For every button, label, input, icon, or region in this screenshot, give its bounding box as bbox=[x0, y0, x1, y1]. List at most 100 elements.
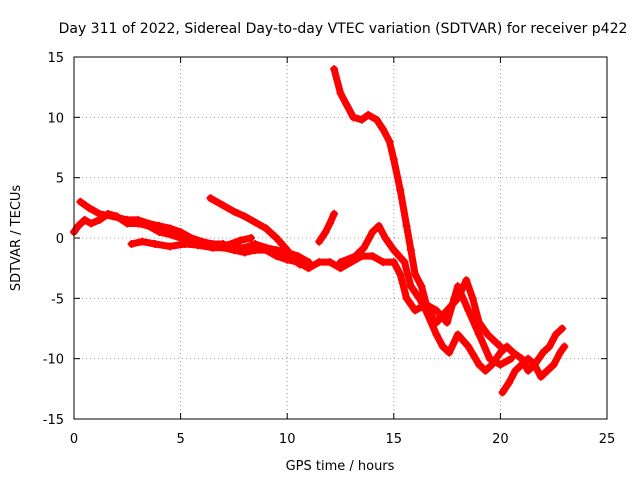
data-point bbox=[251, 240, 260, 249]
data-point bbox=[357, 115, 366, 124]
data-point bbox=[325, 258, 334, 267]
data-point bbox=[462, 276, 471, 285]
data-point bbox=[206, 194, 215, 203]
y-tick-labels: -15 -10 -5 0 5 10 15 bbox=[43, 51, 64, 428]
data-point bbox=[411, 306, 420, 315]
data-point bbox=[453, 294, 462, 303]
data-point bbox=[432, 306, 441, 315]
y-tick-label: 10 bbox=[47, 111, 64, 126]
x-tick-label: 15 bbox=[386, 432, 403, 447]
data-point bbox=[549, 360, 558, 369]
data-point bbox=[359, 243, 368, 252]
y-axis-label: SDTVAR / TECUs bbox=[9, 185, 24, 292]
data-point bbox=[208, 243, 217, 252]
data-point bbox=[502, 342, 511, 351]
data-point bbox=[180, 240, 189, 249]
data-point bbox=[524, 366, 533, 375]
data-point bbox=[336, 89, 345, 98]
x-tick-label: 5 bbox=[176, 432, 184, 447]
data-point bbox=[272, 246, 281, 255]
data-point bbox=[379, 258, 388, 267]
data-point bbox=[468, 294, 477, 303]
data-point bbox=[483, 330, 492, 339]
data-point bbox=[415, 294, 424, 303]
data-point bbox=[379, 125, 388, 134]
x-axis-label: GPS time / hours bbox=[286, 459, 395, 474]
y-tick-label: -10 bbox=[43, 353, 64, 368]
data-point bbox=[475, 330, 484, 339]
data-point bbox=[76, 197, 85, 206]
data-point bbox=[165, 242, 174, 251]
series-band bbox=[76, 198, 312, 266]
data-point bbox=[496, 348, 505, 357]
data-point bbox=[342, 255, 351, 264]
data-point bbox=[406, 246, 415, 255]
data-point bbox=[95, 209, 104, 218]
y-tick-label: 15 bbox=[47, 51, 64, 66]
data-point bbox=[155, 221, 164, 230]
data-point bbox=[87, 219, 96, 228]
data-point bbox=[556, 348, 565, 357]
data-point bbox=[251, 218, 260, 227]
data-point bbox=[330, 65, 339, 74]
data-point bbox=[464, 306, 473, 315]
data-point bbox=[144, 219, 153, 228]
data-point bbox=[432, 330, 441, 339]
data-point bbox=[289, 255, 298, 264]
data-point bbox=[560, 342, 569, 351]
data-point bbox=[374, 221, 383, 230]
plot-series bbox=[70, 65, 569, 397]
data-point bbox=[517, 360, 526, 369]
data-point bbox=[530, 360, 539, 369]
data-point bbox=[443, 318, 452, 327]
data-point bbox=[389, 155, 398, 164]
data-point bbox=[236, 236, 245, 245]
data-point bbox=[108, 212, 117, 221]
data-point bbox=[475, 360, 484, 369]
data-point bbox=[551, 330, 560, 339]
data-point bbox=[123, 215, 132, 224]
data-point bbox=[464, 342, 473, 351]
data-point bbox=[475, 318, 484, 327]
data-point bbox=[381, 234, 390, 242]
data-point bbox=[402, 294, 411, 303]
x-tick-label: 10 bbox=[279, 432, 296, 447]
series-track-1 bbox=[70, 209, 516, 369]
data-point bbox=[295, 260, 304, 269]
data-point bbox=[330, 209, 339, 218]
data-point bbox=[453, 330, 462, 339]
data-point bbox=[507, 354, 516, 363]
data-point bbox=[536, 372, 545, 381]
data-point bbox=[509, 348, 518, 357]
data-point bbox=[304, 258, 313, 267]
data-point bbox=[385, 137, 394, 146]
data-point bbox=[402, 221, 411, 230]
y-tick-label: 0 bbox=[56, 232, 64, 247]
data-point bbox=[496, 360, 505, 369]
data-point bbox=[504, 378, 513, 387]
data-point bbox=[511, 366, 520, 375]
data-point bbox=[443, 306, 452, 315]
data-point bbox=[187, 234, 196, 242]
series-band bbox=[206, 194, 312, 268]
data-point bbox=[133, 215, 142, 224]
data-point bbox=[406, 282, 415, 291]
data-point bbox=[396, 270, 405, 279]
data-point bbox=[272, 234, 281, 242]
data-point bbox=[349, 113, 358, 122]
y-tick-label: -15 bbox=[43, 413, 64, 428]
data-point bbox=[74, 221, 83, 230]
series-track-3 bbox=[127, 234, 255, 252]
plot-frame bbox=[73, 56, 608, 420]
series-band bbox=[337, 222, 566, 375]
data-point bbox=[321, 227, 330, 236]
data-point bbox=[487, 360, 496, 369]
data-point bbox=[558, 324, 567, 333]
data-point bbox=[368, 227, 377, 236]
data-point bbox=[411, 270, 420, 279]
data-point bbox=[396, 185, 405, 194]
data-point bbox=[336, 258, 345, 267]
series-band bbox=[315, 210, 338, 246]
series-track-8 bbox=[498, 342, 569, 397]
data-point bbox=[283, 246, 292, 255]
